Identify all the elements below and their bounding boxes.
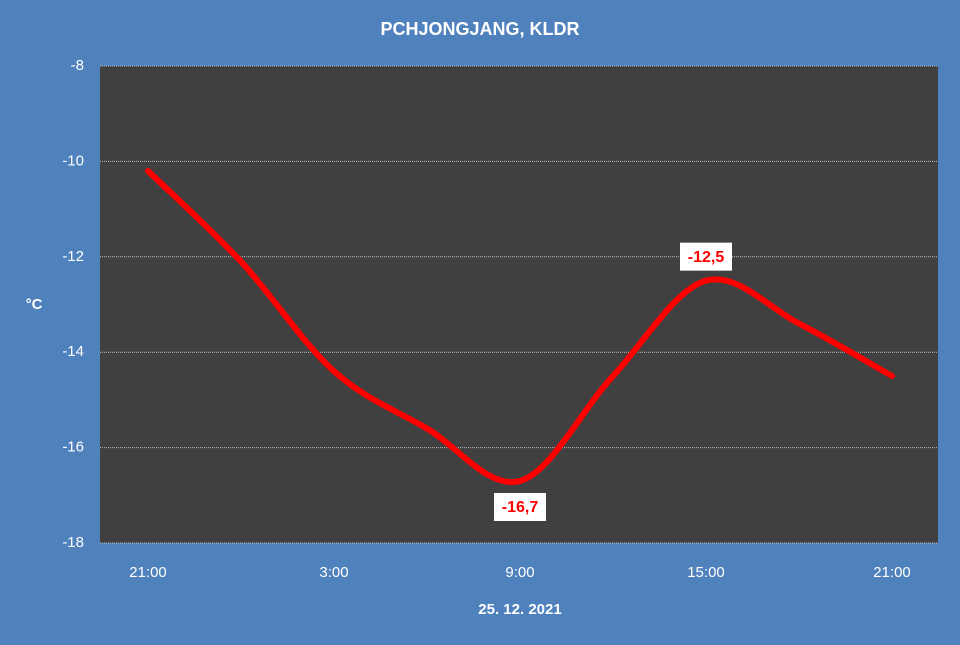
- data-label-box: [680, 242, 732, 271]
- x-tick-label: 21:00: [873, 564, 911, 581]
- y-axis-label: °C: [26, 296, 43, 313]
- y-tick-label: -12: [62, 248, 84, 265]
- data-label-box: [494, 492, 546, 521]
- x-tick-label: 3:00: [319, 564, 348, 581]
- y-tick-label: -18: [62, 534, 84, 551]
- data-label: -16,7: [502, 499, 539, 516]
- y-tick-label: -8: [71, 57, 84, 74]
- plot-area: [100, 66, 938, 543]
- x-tick-label: 21:00: [129, 564, 167, 581]
- x-tick-label: 15:00: [687, 564, 725, 581]
- line: [145, 167, 895, 486]
- y-tick-label: -10: [62, 152, 84, 169]
- chart-title: PCHJONGJANG, KLDR: [380, 19, 579, 39]
- y-tick-label: -14: [62, 343, 84, 360]
- x-axis-label: 25. 12. 2021: [478, 601, 561, 618]
- x-tick-label: 9:00: [505, 564, 534, 581]
- data-label: -12,5: [688, 249, 725, 266]
- y-tick-label: -16: [62, 439, 84, 456]
